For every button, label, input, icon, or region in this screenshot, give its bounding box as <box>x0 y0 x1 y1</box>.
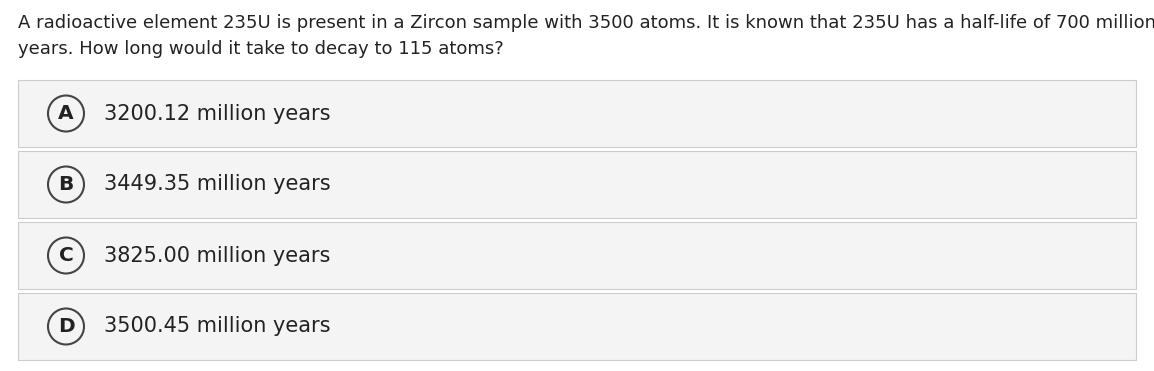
Text: years. How long would it take to decay to 115 atoms?: years. How long would it take to decay t… <box>18 40 504 58</box>
Text: A: A <box>58 104 74 123</box>
FancyBboxPatch shape <box>18 293 1136 360</box>
FancyBboxPatch shape <box>18 80 1136 147</box>
Ellipse shape <box>48 237 84 273</box>
Text: 3825.00 million years: 3825.00 million years <box>104 246 330 266</box>
FancyBboxPatch shape <box>18 151 1136 218</box>
Text: 3449.35 million years: 3449.35 million years <box>104 174 331 194</box>
FancyBboxPatch shape <box>18 222 1136 289</box>
Ellipse shape <box>48 309 84 345</box>
Text: 3500.45 million years: 3500.45 million years <box>104 316 330 336</box>
Text: C: C <box>59 246 74 265</box>
Ellipse shape <box>48 167 84 203</box>
Text: D: D <box>58 317 74 336</box>
Text: A radioactive element 235U is present in a Zircon sample with 3500 atoms. It is : A radioactive element 235U is present in… <box>18 14 1154 32</box>
Ellipse shape <box>48 95 84 131</box>
Text: 3200.12 million years: 3200.12 million years <box>104 104 330 124</box>
Text: B: B <box>59 175 74 194</box>
